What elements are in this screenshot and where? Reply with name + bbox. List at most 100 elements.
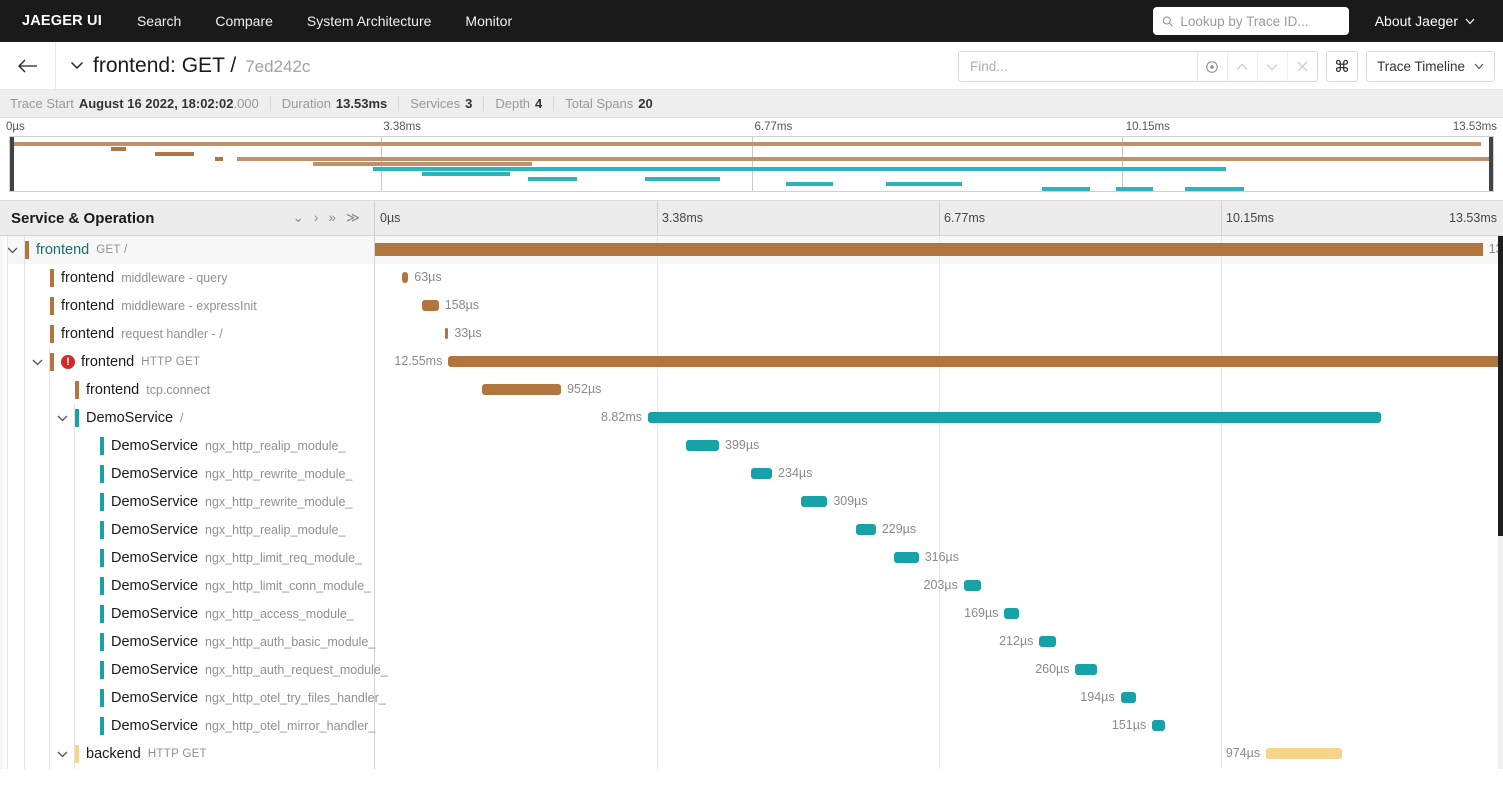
- span-row[interactable]: backend HTTP GET 974µs: [0, 740, 1503, 768]
- span-row[interactable]: DemoService ngx_http_rewrite_module_ 309µs: [0, 488, 1503, 516]
- span-bar-cell[interactable]: 33µs: [375, 320, 1503, 348]
- span-row[interactable]: DemoService ngx_http_limit_req_module_ 316…: [0, 544, 1503, 572]
- span-bar-cell[interactable]: 260µs: [375, 656, 1503, 684]
- span-name-cell[interactable]: DemoService /: [0, 404, 375, 432]
- span-duration-bar[interactable]: [686, 440, 720, 451]
- trace-id-input[interactable]: [1180, 13, 1340, 29]
- span-name-cell[interactable]: frontend tcp.connect: [0, 376, 375, 404]
- span-name-cell[interactable]: DemoService ngx_http_realip_module_: [0, 432, 375, 460]
- nav-link-monitor[interactable]: Monitor: [465, 13, 513, 29]
- span-name-cell[interactable]: DemoService ngx_http_realip_module_: [0, 516, 375, 544]
- span-expand-toggle[interactable]: [25, 348, 50, 376]
- span-row[interactable]: DemoService ngx_http_realip_module_ 399µs: [0, 432, 1503, 460]
- span-bar-cell[interactable]: 151µs: [375, 712, 1503, 740]
- span-row[interactable]: DemoService ngx_http_access_module_ 169µs: [0, 600, 1503, 628]
- scrollbar-thumb[interactable]: [1498, 236, 1503, 536]
- span-name-cell[interactable]: frontend request handler - /: [0, 320, 375, 348]
- span-duration-bar[interactable]: [855, 524, 876, 535]
- find-prev-icon[interactable]: [1226, 52, 1257, 81]
- span-bar-cell[interactable]: 12.55ms: [375, 348, 1503, 376]
- span-row[interactable]: frontend GET / 13.: [0, 236, 1503, 264]
- span-bar-cell[interactable]: 212µs: [375, 628, 1503, 656]
- span-name-cell[interactable]: DemoService ngx_http_limit_req_module_: [0, 544, 375, 572]
- span-bar-cell[interactable]: 203µs: [375, 572, 1503, 600]
- span-row[interactable]: frontend request handler - / 33µs: [0, 320, 1503, 348]
- span-duration-bar[interactable]: [375, 243, 1483, 256]
- span-duration-bar[interactable]: [1004, 608, 1020, 619]
- span-duration-bar[interactable]: [1152, 720, 1165, 731]
- span-duration-bar[interactable]: [444, 328, 449, 339]
- span-bar-cell[interactable]: 21µs: [375, 768, 1503, 769]
- span-row[interactable]: DemoService / 8.82ms: [0, 404, 1503, 432]
- span-row[interactable]: DemoService ngx_http_auth_basic_module_ 21…: [0, 628, 1503, 656]
- find-next-icon[interactable]: [1256, 52, 1287, 81]
- span-bar-cell[interactable]: 8.82ms: [375, 404, 1503, 432]
- collapse-one-icon[interactable]: ⌄: [292, 210, 304, 225]
- span-name-cell[interactable]: frontend middleware - expressInit: [0, 292, 375, 320]
- span-bar-cell[interactable]: 229µs: [375, 516, 1503, 544]
- span-row[interactable]: frontend middleware - expressInit 158µs: [0, 292, 1503, 320]
- view-mode-select[interactable]: Trace Timeline: [1365, 51, 1495, 82]
- nav-link-compare[interactable]: Compare: [215, 13, 273, 29]
- span-bar-cell[interactable]: 169µs: [375, 600, 1503, 628]
- span-duration-bar[interactable]: [448, 356, 1503, 367]
- span-duration-bar[interactable]: [482, 384, 562, 395]
- span-duration-bar[interactable]: [647, 412, 1382, 423]
- span-row[interactable]: DemoService ngx_http_otel_try_files_handl…: [0, 684, 1503, 712]
- span-duration-bar[interactable]: [1120, 692, 1137, 703]
- span-duration-bar[interactable]: [1266, 748, 1342, 759]
- span-row[interactable]: frontend tcp.connect 952µs: [0, 376, 1503, 404]
- about-jaeger-menu[interactable]: About Jaeger: [1353, 13, 1489, 29]
- span-expand-toggle[interactable]: [50, 740, 75, 768]
- span-row[interactable]: DemoService ngx_http_otel_mirror_handler_…: [0, 712, 1503, 740]
- jaeger-logo[interactable]: JAEGER UI: [22, 13, 102, 29]
- trace-minimap[interactable]: [9, 136, 1494, 192]
- span-expand-toggle[interactable]: [50, 404, 75, 432]
- span-bar-cell[interactable]: 234µs: [375, 460, 1503, 488]
- span-row[interactable]: ! frontend HTTP GET 12.55ms: [0, 348, 1503, 376]
- span-duration-bar[interactable]: [750, 468, 773, 479]
- find-input[interactable]: [958, 52, 1197, 81]
- collapse-title-icon[interactable]: [70, 57, 84, 75]
- span-bar-cell[interactable]: 158µs: [375, 292, 1503, 320]
- span-duration-bar[interactable]: [893, 552, 919, 563]
- span-row[interactable]: frontend middleware - query 63µs: [0, 264, 1503, 292]
- span-bar-cell[interactable]: 952µs: [375, 376, 1503, 404]
- span-bar-cell[interactable]: 13.: [375, 236, 1503, 264]
- nav-link-search[interactable]: Search: [136, 13, 182, 29]
- keyboard-shortcuts-button[interactable]: ⌘: [1325, 51, 1358, 82]
- span-bar-cell[interactable]: 309µs: [375, 488, 1503, 516]
- span-row[interactable]: DemoService ngx_http_limit_conn_module_ 20…: [0, 572, 1503, 600]
- span-name-cell[interactable]: DemoService ngx_http_otel_try_files_handl…: [0, 684, 386, 712]
- span-duration-bar[interactable]: [1039, 636, 1057, 647]
- span-duration-bar[interactable]: [1075, 664, 1097, 675]
- span-name-cell[interactable]: DemoService ngx_http_auth_request_module_: [0, 656, 388, 684]
- span-expand-toggle[interactable]: [0, 236, 25, 264]
- span-name-cell[interactable]: ! frontend HTTP GET: [0, 348, 375, 376]
- span-bar-cell[interactable]: 974µs: [375, 740, 1503, 768]
- span-duration-bar[interactable]: [963, 580, 981, 591]
- span-name-cell[interactable]: backendResponse.sendError: [0, 768, 375, 769]
- minimap-drag-handle-left[interactable]: [10, 137, 14, 191]
- minimap-drag-handle-right[interactable]: [1489, 137, 1493, 191]
- span-bar-cell[interactable]: 399µs: [375, 432, 1503, 460]
- span-row[interactable]: DemoService ngx_http_realip_module_ 229µs: [0, 516, 1503, 544]
- collapse-all-icon[interactable]: »: [328, 210, 336, 225]
- expand-one-icon[interactable]: ›: [313, 210, 319, 225]
- span-name-cell[interactable]: DemoService ngx_http_otel_mirror_handler_: [0, 712, 375, 740]
- find-clear-icon[interactable]: [1286, 52, 1317, 81]
- span-duration-bar[interactable]: [402, 272, 409, 283]
- span-name-cell[interactable]: DemoService ngx_http_auth_basic_module_: [0, 628, 375, 656]
- span-name-cell[interactable]: frontend middleware - query: [0, 264, 375, 292]
- span-row[interactable]: DemoService ngx_http_rewrite_module_ 234µs: [0, 460, 1503, 488]
- span-name-cell[interactable]: DemoService ngx_http_rewrite_module_: [0, 488, 375, 516]
- find-focus-icon[interactable]: [1196, 52, 1227, 81]
- find-box[interactable]: [957, 51, 1318, 82]
- nav-link-system-architecture[interactable]: System Architecture: [306, 13, 432, 29]
- vertical-scrollbar[interactable]: [1498, 236, 1503, 769]
- expand-all-icon[interactable]: ≫: [345, 210, 360, 225]
- span-name-cell[interactable]: DemoService ngx_http_limit_conn_module_: [0, 572, 375, 600]
- span-name-cell[interactable]: DemoService ngx_http_rewrite_module_: [0, 460, 375, 488]
- back-button[interactable]: [0, 41, 56, 90]
- span-bar-cell[interactable]: 316µs: [375, 544, 1503, 572]
